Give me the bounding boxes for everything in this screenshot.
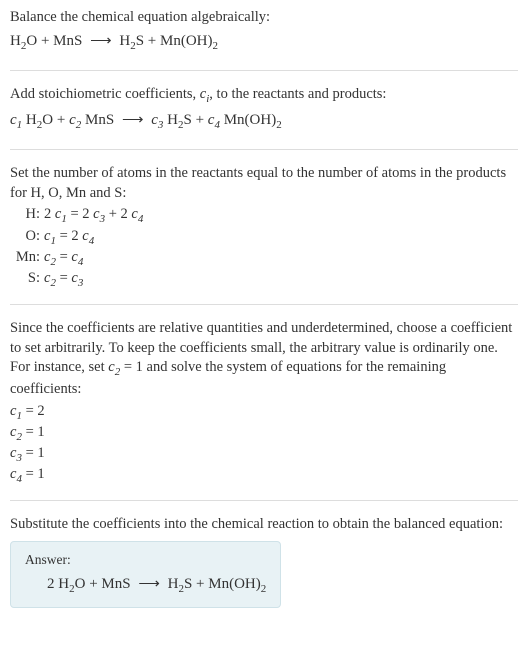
- table-row: Mn: c2 = c4: [10, 248, 147, 269]
- element-h: H:: [10, 205, 44, 226]
- mnoh2: Mn(OH)2: [160, 33, 218, 49]
- c4-value: c4 = 1: [10, 465, 518, 486]
- answer-intro: Substitute the coefficients into the che…: [10, 515, 518, 535]
- balanced-equation: 2 H2O + MnS ⟶ H2S + Mn(OH)2: [25, 574, 266, 595]
- intro-text: Balance the chemical equation algebraica…: [10, 8, 518, 28]
- element-o: O:: [10, 227, 44, 248]
- equation-with-coeffs: c1 H2O + c2 MnS ⟶ c3 H2S + c4 Mn(OH)2: [10, 109, 518, 134]
- c3-value: c3 = 1: [10, 444, 518, 465]
- answer-box: Answer: 2 H2O + MnS ⟶ H2S + Mn(OH)2: [10, 541, 281, 608]
- h2o: H2O: [10, 33, 37, 49]
- table-row: O: c1 = 2 c4: [10, 227, 147, 248]
- section-answer: Substitute the coefficients into the che…: [10, 515, 518, 622]
- eq-mn: c2 = c4: [44, 248, 147, 269]
- c2-value: c2 = 1: [10, 423, 518, 444]
- solve-text: Since the coefficients are relative quan…: [10, 319, 518, 399]
- equation-unbalanced: H2O + MnS ⟶ H2S + Mn(OH)2: [10, 30, 518, 55]
- table-row: H: 2 c1 = 2 c3 + 2 c4: [10, 205, 147, 226]
- c1-value: c1 = 2: [10, 402, 518, 423]
- section-atom-balance: Set the number of atoms in the reactants…: [10, 164, 518, 305]
- section-coefficients: Add stoichiometric coefficients, ci, to …: [10, 85, 518, 150]
- coefficient-list: c1 = 2 c2 = 1 c3 = 1 c4 = 1: [10, 402, 518, 487]
- table-row: S: c2 = c3: [10, 269, 147, 290]
- answer-label: Answer:: [25, 552, 266, 568]
- element-s: S:: [10, 269, 44, 290]
- atom-equations-table: H: 2 c1 = 2 c3 + 2 c4 O: c1 = 2 c4 Mn: c…: [10, 205, 147, 290]
- eq-o: c1 = 2 c4: [44, 227, 147, 248]
- arrow-icon: ⟶: [86, 33, 116, 49]
- mns: MnS: [53, 33, 82, 49]
- section-solve: Since the coefficients are relative quan…: [10, 319, 518, 501]
- h2s: H2S: [119, 33, 144, 49]
- coeff-text: Add stoichiometric coefficients, ci, to …: [10, 85, 518, 107]
- arrow-icon: ⟶: [118, 112, 148, 128]
- section-intro: Balance the chemical equation algebraica…: [10, 8, 518, 71]
- arrow-icon: ⟶: [134, 576, 164, 592]
- eq-s: c2 = c3: [44, 269, 147, 290]
- eq-h: 2 c1 = 2 c3 + 2 c4: [44, 205, 147, 226]
- atom-balance-text: Set the number of atoms in the reactants…: [10, 164, 518, 203]
- element-mn: Mn:: [10, 248, 44, 269]
